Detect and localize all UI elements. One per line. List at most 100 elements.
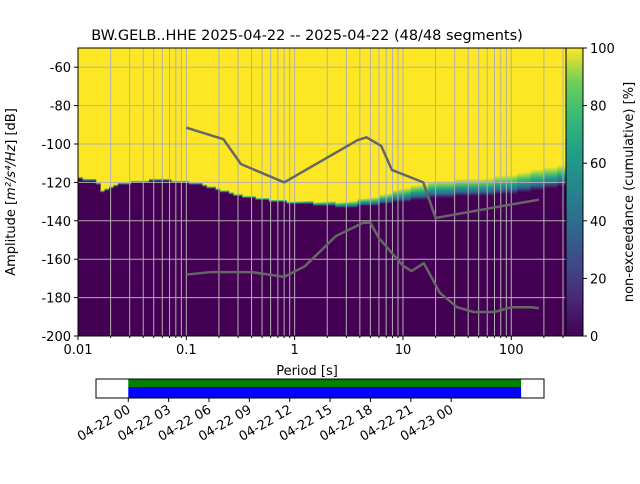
heatmap-column-low (517, 192, 523, 336)
heatmap-column-transition (406, 187, 412, 203)
heatmap-column-transition (477, 178, 483, 197)
timeline-used-bar (128, 387, 522, 398)
heatmap-column-low (534, 190, 540, 336)
heatmap-column-transition (401, 188, 407, 203)
heatmap-column-low (477, 195, 483, 336)
heatmap-column-transition (552, 167, 558, 189)
heatmap-column-transition (317, 202, 323, 206)
heatmap-column-low (82, 180, 88, 336)
heatmap-column-transition (379, 194, 385, 205)
heatmap-column-transition (82, 178, 88, 181)
colorbar-label: non-exceedance (cumulative) [%] (622, 82, 637, 302)
heatmap-column-low (419, 199, 425, 336)
heatmap-column-transition (224, 190, 230, 193)
heatmap-column-low (211, 188, 217, 336)
colorbar (565, 47, 584, 337)
heatmap-column-low (410, 199, 416, 336)
heatmap-column-low (273, 201, 279, 336)
heatmap-column-low (290, 203, 296, 336)
heatmap-column-transition (113, 184, 119, 187)
heatmap-column-transition (313, 202, 319, 206)
heatmap-column-transition (277, 199, 283, 203)
heatmap-column-low (543, 188, 549, 336)
heatmap-column-transition (375, 196, 381, 206)
heatmap-column-transition (428, 181, 434, 199)
heatmap-column-low (224, 192, 230, 336)
heatmap-column-transition (450, 180, 456, 199)
colorbar-tick-label: 60 (590, 157, 607, 172)
heatmap-column-low (441, 197, 447, 336)
heatmap-column-low (326, 205, 332, 336)
y-axis: -200 -180 -160 -140 -120 -100 -80 -60 (41, 61, 78, 345)
heatmap-column-transition (202, 184, 208, 187)
heatmap-column-low (463, 195, 469, 336)
y-axis-label: Amplitude [m²/s⁴/Hz] [dB] (4, 108, 19, 276)
heatmap-column-transition (171, 180, 177, 183)
heatmap-column-transition (290, 201, 296, 205)
heatmap-column-transition (135, 180, 141, 183)
heatmap-column-low (148, 180, 154, 336)
heatmap-column-transition (91, 178, 97, 181)
colorbar-axis: 0 20 40 60 80 100 (583, 42, 615, 345)
heatmap-column-low (268, 201, 274, 336)
heatmap-column-low (446, 197, 452, 336)
heatmap-column-low (495, 193, 500, 336)
heatmap-column-low (521, 192, 527, 336)
heatmap-column-transition (472, 178, 478, 197)
y-tick-label: -160 (41, 253, 71, 268)
heatmap-column-transition (184, 180, 190, 183)
series-line-nlnm (186, 221, 540, 314)
heatmap-column-low (397, 201, 403, 336)
heatmap-column-low (450, 197, 456, 336)
heatmap-column-low (530, 190, 536, 336)
heatmap-column-low (193, 184, 199, 336)
heatmap-column-low (330, 205, 336, 336)
y-tick-label: -120 (41, 176, 71, 191)
heatmap-column-low (95, 184, 101, 336)
heatmap-column-transition (78, 176, 83, 180)
x-tick-label: 0.01 (64, 343, 93, 358)
heatmap-column-transition (148, 178, 154, 181)
heatmap-column-low (388, 203, 394, 336)
heatmap-column-transition (530, 169, 536, 191)
heatmap-column-transition (548, 167, 554, 189)
heatmap-column-low (100, 192, 106, 336)
heatmap-column-transition (455, 178, 461, 197)
heatmap-column-low (299, 203, 305, 336)
heatmap-column-transition (463, 178, 469, 197)
heatmap-column-low (157, 180, 163, 336)
heatmap-column-transition (122, 182, 128, 185)
heatmap-column-low (197, 184, 203, 336)
heatmap-column-low (255, 199, 261, 336)
heatmap-column-low (512, 193, 518, 336)
x-axis: 0.01 0.1 1 10 100 (64, 336, 564, 358)
colorbar-tick-label: 100 (590, 42, 615, 57)
chart-title: BW.GELB..HHE 2025-04-22 -- 2025-04-22 (4… (91, 28, 523, 44)
heatmap-column-transition (86, 178, 92, 181)
heatmap-column-low (122, 184, 128, 336)
heatmap-column-low (317, 205, 323, 336)
heatmap-column-transition (157, 178, 163, 181)
heatmap-column-low (104, 190, 110, 336)
heatmap-column-low (361, 205, 367, 336)
heatmap-column-low (313, 205, 319, 336)
heatmap-column-transition (557, 165, 563, 187)
grid (78, 48, 566, 336)
y-tick-label: -100 (41, 138, 71, 153)
heatmap-column-low (286, 203, 292, 336)
heatmap-column-transition (268, 199, 274, 203)
y-tick-label: -140 (41, 215, 71, 230)
heatmap-column-transition (246, 195, 252, 199)
heatmap-column-transition (326, 201, 332, 206)
heatmap-column-transition (539, 168, 545, 191)
heatmap-column-transition (95, 182, 101, 185)
heatmap-column-low (557, 186, 563, 336)
heatmap-column-transition (180, 180, 185, 183)
heatmap-column-transition (481, 178, 487, 197)
heatmap-column-low (539, 190, 545, 336)
heatmap-column-low (335, 207, 341, 336)
heatmap-column-low (304, 203, 310, 336)
heatmap-column-low (472, 195, 478, 336)
heatmap-column-transition (561, 165, 566, 187)
